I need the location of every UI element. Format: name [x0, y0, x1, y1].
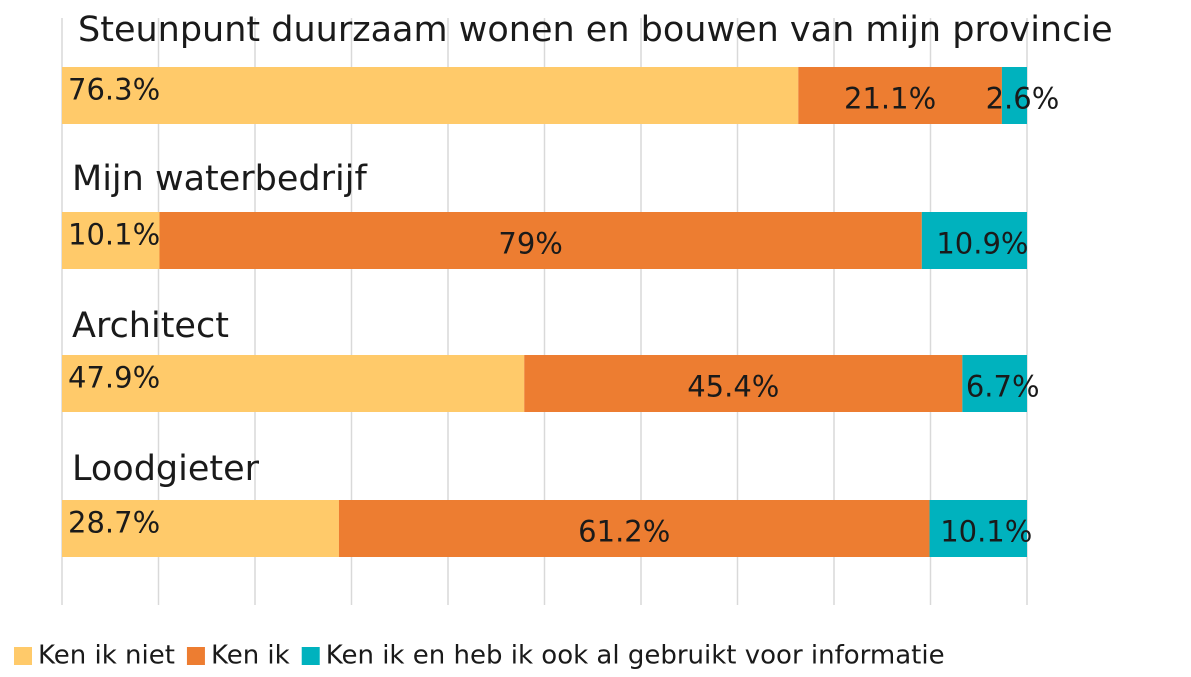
- data-label: 21.1%: [844, 82, 936, 116]
- data-label: 45.4%: [687, 370, 779, 404]
- bar-segment: [159, 212, 922, 269]
- bar-segment: [524, 355, 963, 412]
- bar-segment: [62, 67, 799, 124]
- data-label: 10.1%: [940, 515, 1032, 549]
- bar-segment: [798, 67, 1002, 124]
- data-label: 76.3%: [68, 73, 160, 107]
- legend-label: Ken ik: [211, 641, 290, 671]
- bar-segment: [62, 500, 339, 557]
- category-label: Architect: [72, 306, 229, 346]
- bar-segment: [62, 212, 160, 269]
- legend-label: Ken ik en heb ik ook al gebruikt voor in…: [326, 641, 945, 671]
- data-label: 10.9%: [936, 227, 1028, 261]
- bar-segment: [921, 212, 1027, 269]
- category-label: Mijn waterbedrijf: [72, 159, 367, 199]
- data-label: 2.6%: [986, 82, 1060, 116]
- legend-label: Ken ik niet: [38, 641, 175, 671]
- data-label: 47.9%: [68, 361, 160, 395]
- data-label: 6.7%: [966, 370, 1040, 404]
- bar-segment: [962, 355, 1027, 412]
- category-label: Steunpunt duurzaam wonen en bouwen van m…: [78, 10, 1113, 50]
- legend-swatch: [14, 647, 32, 665]
- bar-segment: [1001, 67, 1027, 124]
- bar-segment: [338, 500, 930, 557]
- bar-segment: [62, 355, 525, 412]
- category-label: Loodgieter: [72, 449, 260, 489]
- bar-segment: [929, 500, 1027, 557]
- legend-swatch: [186, 647, 205, 665]
- data-label: 61.2%: [578, 515, 670, 549]
- data-label: 79%: [498, 227, 562, 261]
- data-label: 28.7%: [68, 506, 160, 540]
- legend-swatch: [301, 647, 320, 665]
- data-label: 10.1%: [68, 218, 160, 252]
